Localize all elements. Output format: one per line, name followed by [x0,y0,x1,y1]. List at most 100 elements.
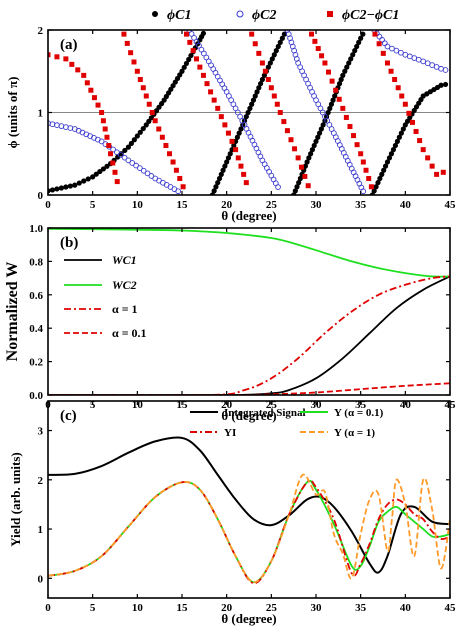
point-phi-diff [166,151,172,157]
point-phi-diff [69,61,75,67]
point-phi-diff [222,122,228,128]
point-phi-diff [215,105,221,111]
point-phi-diff [388,68,394,74]
point-phi-diff [156,126,162,132]
series-0 [48,30,449,195]
series-2 [48,479,450,585]
point-phi-diff [326,69,332,75]
x-tick-label: 35 [355,602,367,614]
point-phi-diff [63,56,69,62]
legend-marker [236,10,244,18]
point-phi-diff [406,110,412,116]
point-phi-diff [131,59,137,65]
point-phiC2 [54,122,60,129]
point-phiC2 [188,31,195,37]
point-phi-diff [413,128,419,134]
point-phi-diff [249,31,255,37]
legend-label: ϕC2 [252,8,276,23]
y-tick-label: 0.0 [29,390,43,402]
point-phi-diff [208,89,214,95]
series-3 [48,473,450,584]
point-phiC1 [128,140,134,147]
point-phi-diff [440,169,446,175]
point-phiC2 [63,124,69,130]
series-3 [48,382,450,395]
point-phiC1 [218,171,224,177]
point-phiC1 [211,188,217,194]
x-tick-label: 30 [311,602,323,614]
point-phiC1 [183,60,190,67]
point-phi-diff [218,114,224,120]
point-phi-diff [319,53,325,59]
point-phiC1 [234,134,240,140]
legend-item-3: α = 0.1 [64,326,147,340]
legend-item-2: YI [190,427,236,439]
point-phi-diff [417,138,423,144]
point-phi-diff [88,87,94,93]
point-phiC1 [309,147,316,153]
point-phi-diff [343,114,349,120]
point-phiC1 [213,184,219,190]
point-phi-diff [241,171,247,177]
point-phi-diff [360,159,366,165]
point-phiC2 [442,67,449,73]
point-phi-diff [268,85,274,91]
y-tick-label: 1 [38,524,44,536]
x-tick-label: 15 [177,602,189,614]
point-phi-diff [302,173,308,179]
series-2 [48,275,450,395]
point-phi-diff [170,159,176,165]
point-phiC1 [227,151,233,157]
point-phiC1 [220,167,226,173]
legend-item-0: ϕC1 [152,8,191,23]
point-phi-diff [84,80,90,86]
point-phiC2 [389,45,395,52]
point-phiC1 [332,93,338,99]
point-phiC1 [104,163,110,169]
point-phi-diff [363,167,369,173]
point-phi-diff [238,163,244,169]
point-phi-diff [106,143,112,148]
point-phi-diff [351,133,357,139]
point-phi-diff [54,54,60,60]
point-phiC1 [93,171,99,177]
point-phiC1 [325,109,331,116]
point-phiC1 [269,56,275,62]
point-phi-diff [128,50,134,56]
y-tick-label: 1.0 [29,223,43,235]
point-phiC1 [236,130,242,136]
point-phi-diff [305,183,311,189]
plot-area [48,30,450,195]
point-phiC1 [340,72,346,78]
x-tick-label: 15 [177,199,189,211]
point-phiC1 [240,122,246,128]
point-phi-diff [256,50,262,56]
point-phiC1 [350,52,356,58]
point-phiC1 [231,142,237,149]
point-phiC1 [97,168,103,175]
point-phiC1 [249,101,255,107]
x-tick-label: 0 [45,602,51,614]
plot-area [48,436,450,585]
point-phi-diff [91,95,97,101]
point-phiC2 [140,167,147,174]
point-phiC1 [398,130,404,136]
point-phiC2 [376,33,383,40]
point-phi-diff [194,56,200,62]
x-tick-label: 20 [221,199,233,211]
point-phi-diff [265,77,271,82]
point-phi-diff [48,52,51,58]
point-phiC1 [382,163,389,169]
point-phi-diff [229,138,235,144]
point-phi-diff [134,68,140,74]
series-line-1 [48,479,450,584]
point-phiC2 [49,121,56,128]
point-phi-diff [211,97,217,103]
point-phiC1 [348,56,354,62]
point-phiC1 [360,31,366,37]
x-tick-label: 10 [132,602,144,614]
point-phi-diff [177,176,183,181]
series-line-0 [48,275,450,395]
legend-label: YI [224,427,236,439]
